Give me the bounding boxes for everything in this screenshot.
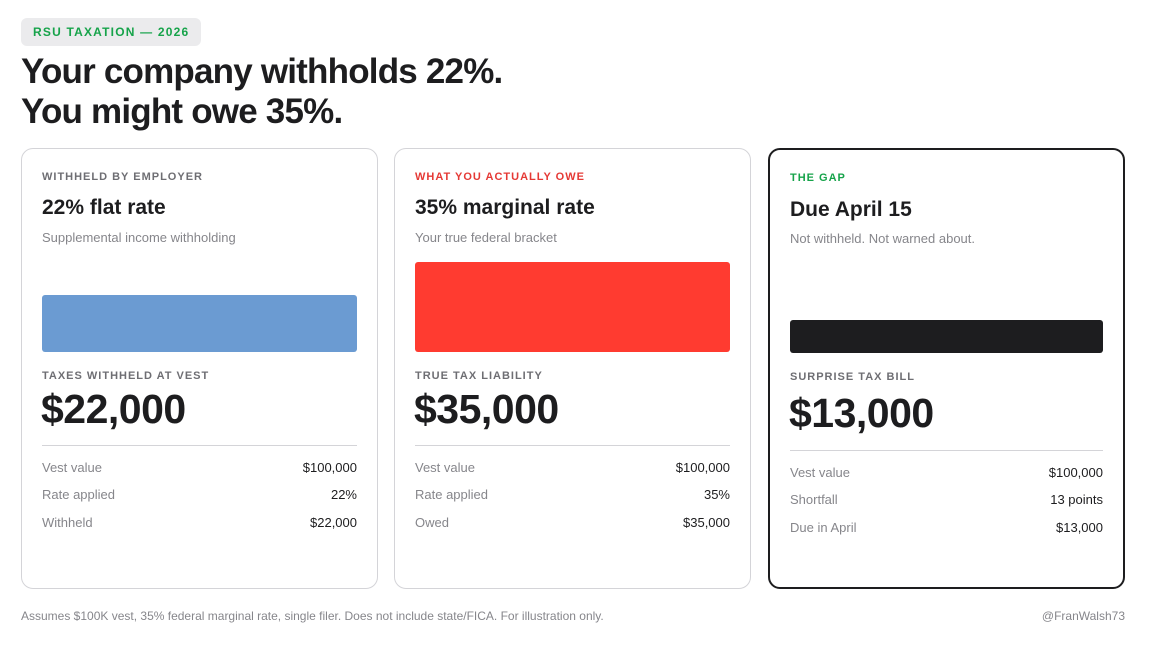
metric-value: $35,000	[414, 386, 559, 432]
card-subtitle: Your true federal bracket	[415, 230, 557, 245]
card-subtitle: Supplemental income withholding	[42, 230, 236, 245]
detail-label: Vest value	[42, 460, 102, 475]
detail-row: Withheld $22,000	[42, 515, 357, 530]
headline-line-2: You might owe 35%.	[21, 92, 343, 131]
detail-label: Vest value	[415, 460, 475, 475]
detail-value: $100,000	[1048, 465, 1103, 480]
metric-label: SURPRISE TAX BILL	[790, 371, 915, 383]
detail-label: Rate applied	[42, 487, 115, 502]
metric-label: TRUE TAX LIABILITY	[415, 370, 543, 382]
detail-value: $100,000	[675, 460, 730, 475]
author-handle: @FranWalsh73	[1041, 609, 1125, 623]
card-title: 35% marginal rate	[415, 196, 595, 219]
gap-card: THE GAP Due April 15 Not withheld. Not w…	[768, 148, 1125, 589]
detail-value: $35,000	[683, 515, 730, 530]
detail-row: Vest value $100,000	[42, 460, 357, 475]
detail-row: Vest value $100,000	[415, 460, 730, 475]
detail-label: Shortfall	[790, 492, 838, 507]
card-eyebrow: WITHHELD BY EMPLOYER	[42, 171, 203, 183]
divider	[42, 445, 357, 446]
detail-row: Shortfall 13 points	[790, 492, 1103, 507]
detail-row: Rate applied 22%	[42, 487, 357, 502]
detail-label: Withheld	[42, 515, 93, 530]
card-eyebrow: THE GAP	[790, 172, 846, 184]
headline: Your company withholds 22%. You might ow…	[21, 52, 503, 132]
detail-row: Due in April $13,000	[790, 520, 1103, 535]
detail-row: Vest value $100,000	[790, 465, 1103, 480]
owed-card: WHAT YOU ACTUALLY OWE 35% marginal rate …	[394, 148, 751, 589]
card-subtitle: Not withheld. Not warned about.	[790, 231, 975, 246]
metric-value: $13,000	[789, 390, 934, 436]
detail-row: Owed $35,000	[415, 515, 730, 530]
section-badge: RSU TAXATION — 2026	[21, 18, 202, 46]
card-title: 22% flat rate	[42, 196, 166, 219]
headline-line-1: Your company withholds 22%.	[21, 52, 503, 91]
metric-value: $22,000	[41, 386, 186, 432]
detail-value: $13,000	[1056, 520, 1103, 535]
detail-row: Rate applied 35%	[415, 487, 730, 502]
footnote: Assumes $100K vest, 35% federal marginal…	[21, 609, 604, 623]
detail-value: 22%	[330, 487, 357, 502]
withheld-bar	[42, 295, 357, 352]
metric-label: TAXES WITHHELD AT VEST	[42, 370, 210, 382]
divider	[415, 445, 730, 446]
withheld-card: WITHHELD BY EMPLOYER 22% flat rate Suppl…	[21, 148, 378, 589]
detail-label: Vest value	[790, 465, 850, 480]
divider	[790, 450, 1103, 451]
card-eyebrow: WHAT YOU ACTUALLY OWE	[415, 171, 585, 183]
owed-bar	[415, 262, 730, 352]
detail-value: 35%	[703, 487, 730, 502]
detail-value: $100,000	[302, 460, 357, 475]
detail-label: Owed	[415, 515, 449, 530]
card-title: Due April 15	[790, 198, 912, 221]
detail-label: Rate applied	[415, 487, 488, 502]
detail-value: 13 points	[1050, 492, 1103, 507]
detail-value: $22,000	[310, 515, 357, 530]
detail-label: Due in April	[790, 520, 857, 535]
gap-bar	[790, 320, 1103, 353]
